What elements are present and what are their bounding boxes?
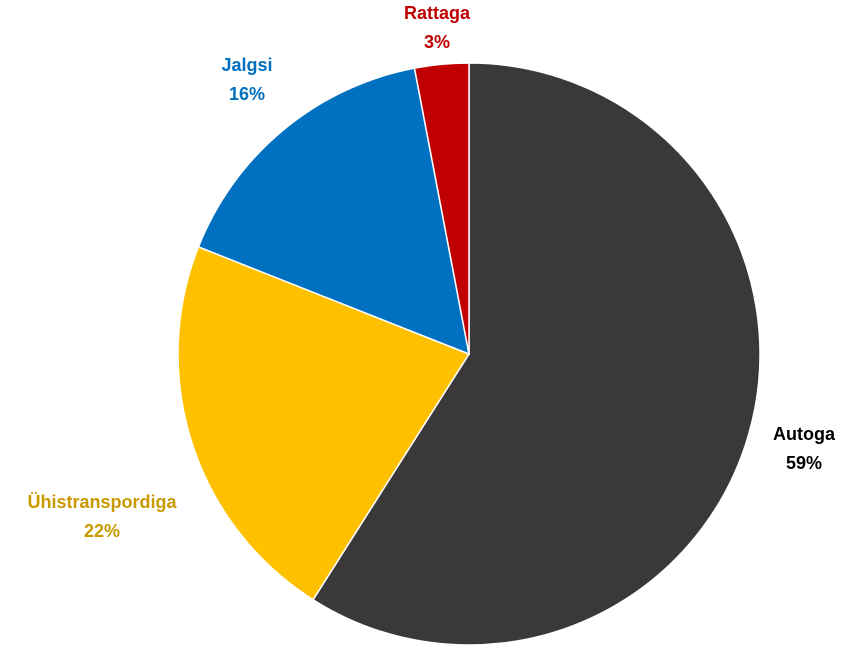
pie-slice-ühistranspordiga <box>177 245 471 601</box>
slice-value-label: 59% <box>786 453 822 473</box>
pie-labels: Autoga 59% Ühistranspordiga 22% Jalgsi 16% Rat… <box>27 3 835 541</box>
slice-value-label: 22% <box>84 521 120 541</box>
pie-slice-rattaga <box>413 62 470 355</box>
pie-slices <box>177 62 761 646</box>
slice-value-label: 16% <box>229 84 265 104</box>
slice-label-autoga: Autoga 59% <box>773 424 836 473</box>
slice-label-rattaga: Rattaga 3% <box>404 3 471 52</box>
pie-slice-jalgsi <box>197 67 470 356</box>
slice-category-label: Rattaga <box>404 3 471 23</box>
slice-category-label: Autoga <box>773 424 836 444</box>
pie-slice-autoga <box>312 62 761 646</box>
slice-label-ühistranspordiga: Ühistranspordiga 22% <box>27 492 177 541</box>
slice-category-label: Ühistranspordiga <box>27 492 177 512</box>
slice-value-label: 3% <box>424 32 450 52</box>
slice-label-jalgsi: Jalgsi 16% <box>221 55 272 104</box>
slice-category-label: Jalgsi <box>221 55 272 75</box>
